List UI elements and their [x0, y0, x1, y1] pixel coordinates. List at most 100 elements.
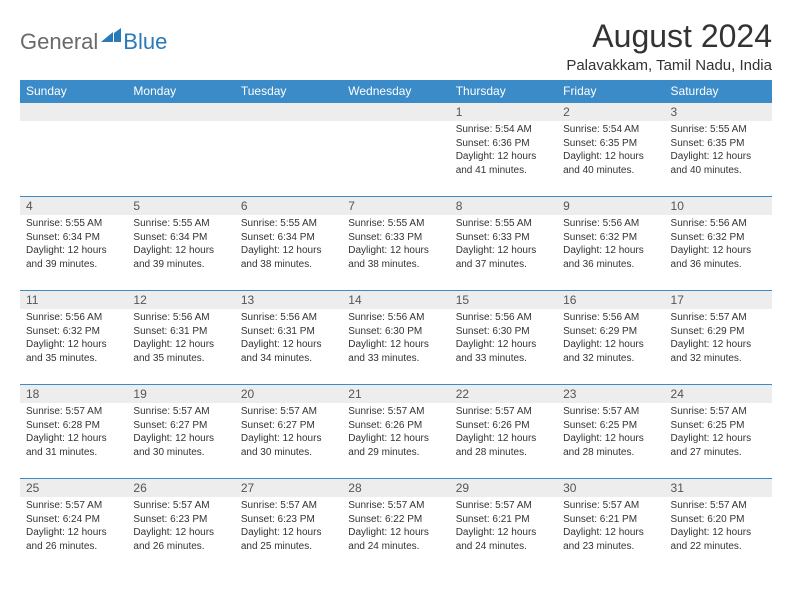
sunset-text: Sunset: 6:33 PM	[456, 231, 551, 245]
sunset-text: Sunset: 6:30 PM	[348, 325, 443, 339]
day-number: 29	[450, 479, 557, 497]
sunset-text: Sunset: 6:24 PM	[26, 513, 121, 527]
daylight-text: Daylight: 12 hours	[456, 526, 551, 540]
calendar-day-cell: 21Sunrise: 5:57 AMSunset: 6:26 PMDayligh…	[342, 385, 449, 479]
sunset-text: Sunset: 6:25 PM	[563, 419, 658, 433]
sunrise-text: Sunrise: 5:56 AM	[133, 311, 228, 325]
sunset-text: Sunset: 6:31 PM	[133, 325, 228, 339]
daylight-text: and 22 minutes.	[671, 540, 766, 554]
calendar-day-cell: 26Sunrise: 5:57 AMSunset: 6:23 PMDayligh…	[127, 479, 234, 573]
sunrise-text: Sunrise: 5:55 AM	[26, 217, 121, 231]
sunrise-text: Sunrise: 5:57 AM	[241, 499, 336, 513]
day-details: Sunrise: 5:57 AMSunset: 6:25 PMDaylight:…	[665, 403, 772, 463]
sunrise-text: Sunrise: 5:55 AM	[348, 217, 443, 231]
day-details: Sunrise: 5:57 AMSunset: 6:25 PMDaylight:…	[557, 403, 664, 463]
sunset-text: Sunset: 6:30 PM	[456, 325, 551, 339]
calendar-week-row: 18Sunrise: 5:57 AMSunset: 6:28 PMDayligh…	[20, 385, 772, 479]
sunset-text: Sunset: 6:21 PM	[563, 513, 658, 527]
daylight-text: Daylight: 12 hours	[241, 432, 336, 446]
day-number: 20	[235, 385, 342, 403]
day-number: 26	[127, 479, 234, 497]
day-number: 10	[665, 197, 772, 215]
daylight-text: Daylight: 12 hours	[563, 338, 658, 352]
calendar-day-cell: 10Sunrise: 5:56 AMSunset: 6:32 PMDayligh…	[665, 197, 772, 291]
day-details: Sunrise: 5:55 AMSunset: 6:34 PMDaylight:…	[20, 215, 127, 275]
daylight-text: Daylight: 12 hours	[456, 338, 551, 352]
sunrise-text: Sunrise: 5:57 AM	[133, 499, 228, 513]
sunset-text: Sunset: 6:36 PM	[456, 137, 551, 151]
day-number: 16	[557, 291, 664, 309]
sunrise-text: Sunrise: 5:55 AM	[456, 217, 551, 231]
calendar-day-cell	[235, 103, 342, 197]
sunset-text: Sunset: 6:29 PM	[671, 325, 766, 339]
calendar-day-cell: 31Sunrise: 5:57 AMSunset: 6:20 PMDayligh…	[665, 479, 772, 573]
daylight-text: Daylight: 12 hours	[456, 150, 551, 164]
sunrise-text: Sunrise: 5:57 AM	[456, 499, 551, 513]
sunrise-text: Sunrise: 5:55 AM	[671, 123, 766, 137]
sunrise-text: Sunrise: 5:57 AM	[456, 405, 551, 419]
sunset-text: Sunset: 6:29 PM	[563, 325, 658, 339]
calendar-week-row: 11Sunrise: 5:56 AMSunset: 6:32 PMDayligh…	[20, 291, 772, 385]
daylight-text: and 32 minutes.	[563, 352, 658, 366]
day-details: Sunrise: 5:55 AMSunset: 6:34 PMDaylight:…	[127, 215, 234, 275]
sunset-text: Sunset: 6:34 PM	[26, 231, 121, 245]
daylight-text: Daylight: 12 hours	[26, 526, 121, 540]
calendar-day-cell	[20, 103, 127, 197]
sunrise-text: Sunrise: 5:57 AM	[241, 405, 336, 419]
sunrise-text: Sunrise: 5:56 AM	[563, 217, 658, 231]
sunrise-text: Sunrise: 5:57 AM	[348, 405, 443, 419]
daylight-text: and 26 minutes.	[26, 540, 121, 554]
day-number: 11	[20, 291, 127, 309]
day-details: Sunrise: 5:56 AMSunset: 6:31 PMDaylight:…	[127, 309, 234, 369]
calendar-day-cell: 12Sunrise: 5:56 AMSunset: 6:31 PMDayligh…	[127, 291, 234, 385]
day-number: 13	[235, 291, 342, 309]
daylight-text: and 38 minutes.	[348, 258, 443, 272]
daylight-text: Daylight: 12 hours	[133, 432, 228, 446]
daylight-text: and 36 minutes.	[563, 258, 658, 272]
calendar-day-cell: 23Sunrise: 5:57 AMSunset: 6:25 PMDayligh…	[557, 385, 664, 479]
calendar-week-row: 1Sunrise: 5:54 AMSunset: 6:36 PMDaylight…	[20, 103, 772, 197]
day-details: Sunrise: 5:56 AMSunset: 6:30 PMDaylight:…	[342, 309, 449, 369]
sunset-text: Sunset: 6:35 PM	[671, 137, 766, 151]
calendar-day-cell: 22Sunrise: 5:57 AMSunset: 6:26 PMDayligh…	[450, 385, 557, 479]
day-details: Sunrise: 5:55 AMSunset: 6:34 PMDaylight:…	[235, 215, 342, 275]
day-number: 31	[665, 479, 772, 497]
daylight-text: and 25 minutes.	[241, 540, 336, 554]
sunset-text: Sunset: 6:27 PM	[133, 419, 228, 433]
calendar-day-cell	[127, 103, 234, 197]
sunrise-text: Sunrise: 5:56 AM	[26, 311, 121, 325]
sunset-text: Sunset: 6:26 PM	[348, 419, 443, 433]
daylight-text: and 32 minutes.	[671, 352, 766, 366]
day-number: 27	[235, 479, 342, 497]
sunset-text: Sunset: 6:35 PM	[563, 137, 658, 151]
daylight-text: Daylight: 12 hours	[348, 338, 443, 352]
brand-blue: Blue	[123, 29, 167, 55]
calendar-day-cell: 2Sunrise: 5:54 AMSunset: 6:35 PMDaylight…	[557, 103, 664, 197]
calendar-day-cell: 13Sunrise: 5:56 AMSunset: 6:31 PMDayligh…	[235, 291, 342, 385]
sunrise-text: Sunrise: 5:54 AM	[563, 123, 658, 137]
daylight-text: Daylight: 12 hours	[26, 432, 121, 446]
sunrise-text: Sunrise: 5:57 AM	[671, 311, 766, 325]
daylight-text: and 41 minutes.	[456, 164, 551, 178]
day-details: Sunrise: 5:57 AMSunset: 6:28 PMDaylight:…	[20, 403, 127, 463]
sunset-text: Sunset: 6:34 PM	[241, 231, 336, 245]
calendar-day-cell: 18Sunrise: 5:57 AMSunset: 6:28 PMDayligh…	[20, 385, 127, 479]
daylight-text: and 35 minutes.	[133, 352, 228, 366]
daylight-text: Daylight: 12 hours	[133, 338, 228, 352]
day-details: Sunrise: 5:57 AMSunset: 6:21 PMDaylight:…	[557, 497, 664, 557]
calendar-day-cell: 20Sunrise: 5:57 AMSunset: 6:27 PMDayligh…	[235, 385, 342, 479]
day-number: 23	[557, 385, 664, 403]
calendar-week-row: 25Sunrise: 5:57 AMSunset: 6:24 PMDayligh…	[20, 479, 772, 573]
sunrise-text: Sunrise: 5:57 AM	[563, 405, 658, 419]
daylight-text: Daylight: 12 hours	[563, 150, 658, 164]
calendar-day-cell: 8Sunrise: 5:55 AMSunset: 6:33 PMDaylight…	[450, 197, 557, 291]
daylight-text: and 34 minutes.	[241, 352, 336, 366]
day-number: 4	[20, 197, 127, 215]
day-number: 18	[20, 385, 127, 403]
calendar-day-cell: 1Sunrise: 5:54 AMSunset: 6:36 PMDaylight…	[450, 103, 557, 197]
sunrise-text: Sunrise: 5:57 AM	[133, 405, 228, 419]
daylight-text: Daylight: 12 hours	[563, 244, 658, 258]
sunset-text: Sunset: 6:34 PM	[133, 231, 228, 245]
day-details: Sunrise: 5:57 AMSunset: 6:23 PMDaylight:…	[235, 497, 342, 557]
day-details: Sunrise: 5:57 AMSunset: 6:20 PMDaylight:…	[665, 497, 772, 557]
